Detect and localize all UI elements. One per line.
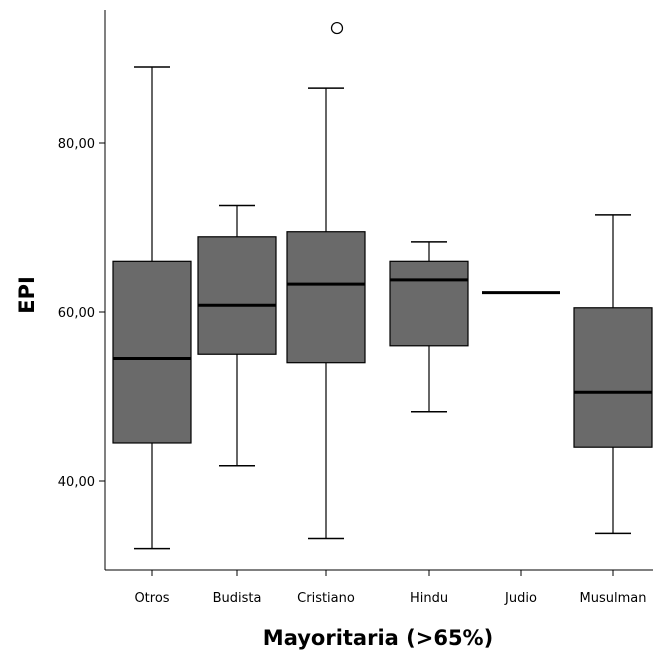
box-iqr xyxy=(286,231,366,364)
box-group xyxy=(112,66,192,550)
y-tick-label: 40,00 xyxy=(58,475,95,490)
x-axis-ticks: Otros Budista Cristiano Hindu Judio Musulman xyxy=(134,570,646,606)
y-axis-ticks: 40,00 60,00 80,00 xyxy=(58,137,105,490)
plot-area xyxy=(112,21,653,550)
x-axis-title: Mayoritaria (>65%) xyxy=(263,626,493,650)
x-tick-label: Judio xyxy=(504,591,537,606)
outlier-point xyxy=(330,21,344,35)
box-group xyxy=(286,21,366,540)
y-tick-label: 60,00 xyxy=(58,306,95,321)
y-tick-label: 80,00 xyxy=(58,137,95,152)
box-iqr xyxy=(112,260,192,444)
x-tick-label: Hindu xyxy=(410,591,448,606)
box-iqr xyxy=(573,307,653,448)
x-tick-label: Budista xyxy=(213,591,262,606)
y-axis-title: EPI xyxy=(15,276,39,314)
x-tick-label: Otros xyxy=(134,591,169,606)
box-group xyxy=(389,241,469,413)
box-group xyxy=(197,204,277,467)
box-group xyxy=(573,214,653,535)
x-tick-label: Cristiano xyxy=(297,591,355,606)
box-iqr xyxy=(389,260,469,347)
box-iqr xyxy=(197,236,277,355)
x-tick-label: Musulman xyxy=(580,591,647,606)
